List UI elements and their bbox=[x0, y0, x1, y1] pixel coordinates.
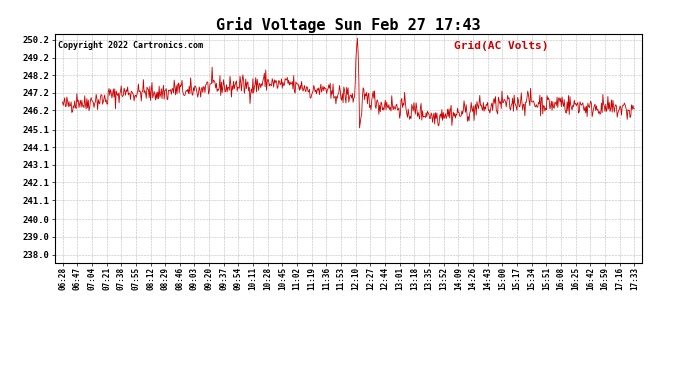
Text: Grid(AC Volts): Grid(AC Volts) bbox=[454, 40, 549, 51]
Title: Grid Voltage Sun Feb 27 17:43: Grid Voltage Sun Feb 27 17:43 bbox=[216, 16, 481, 33]
Text: Copyright 2022 Cartronics.com: Copyright 2022 Cartronics.com bbox=[58, 40, 203, 50]
